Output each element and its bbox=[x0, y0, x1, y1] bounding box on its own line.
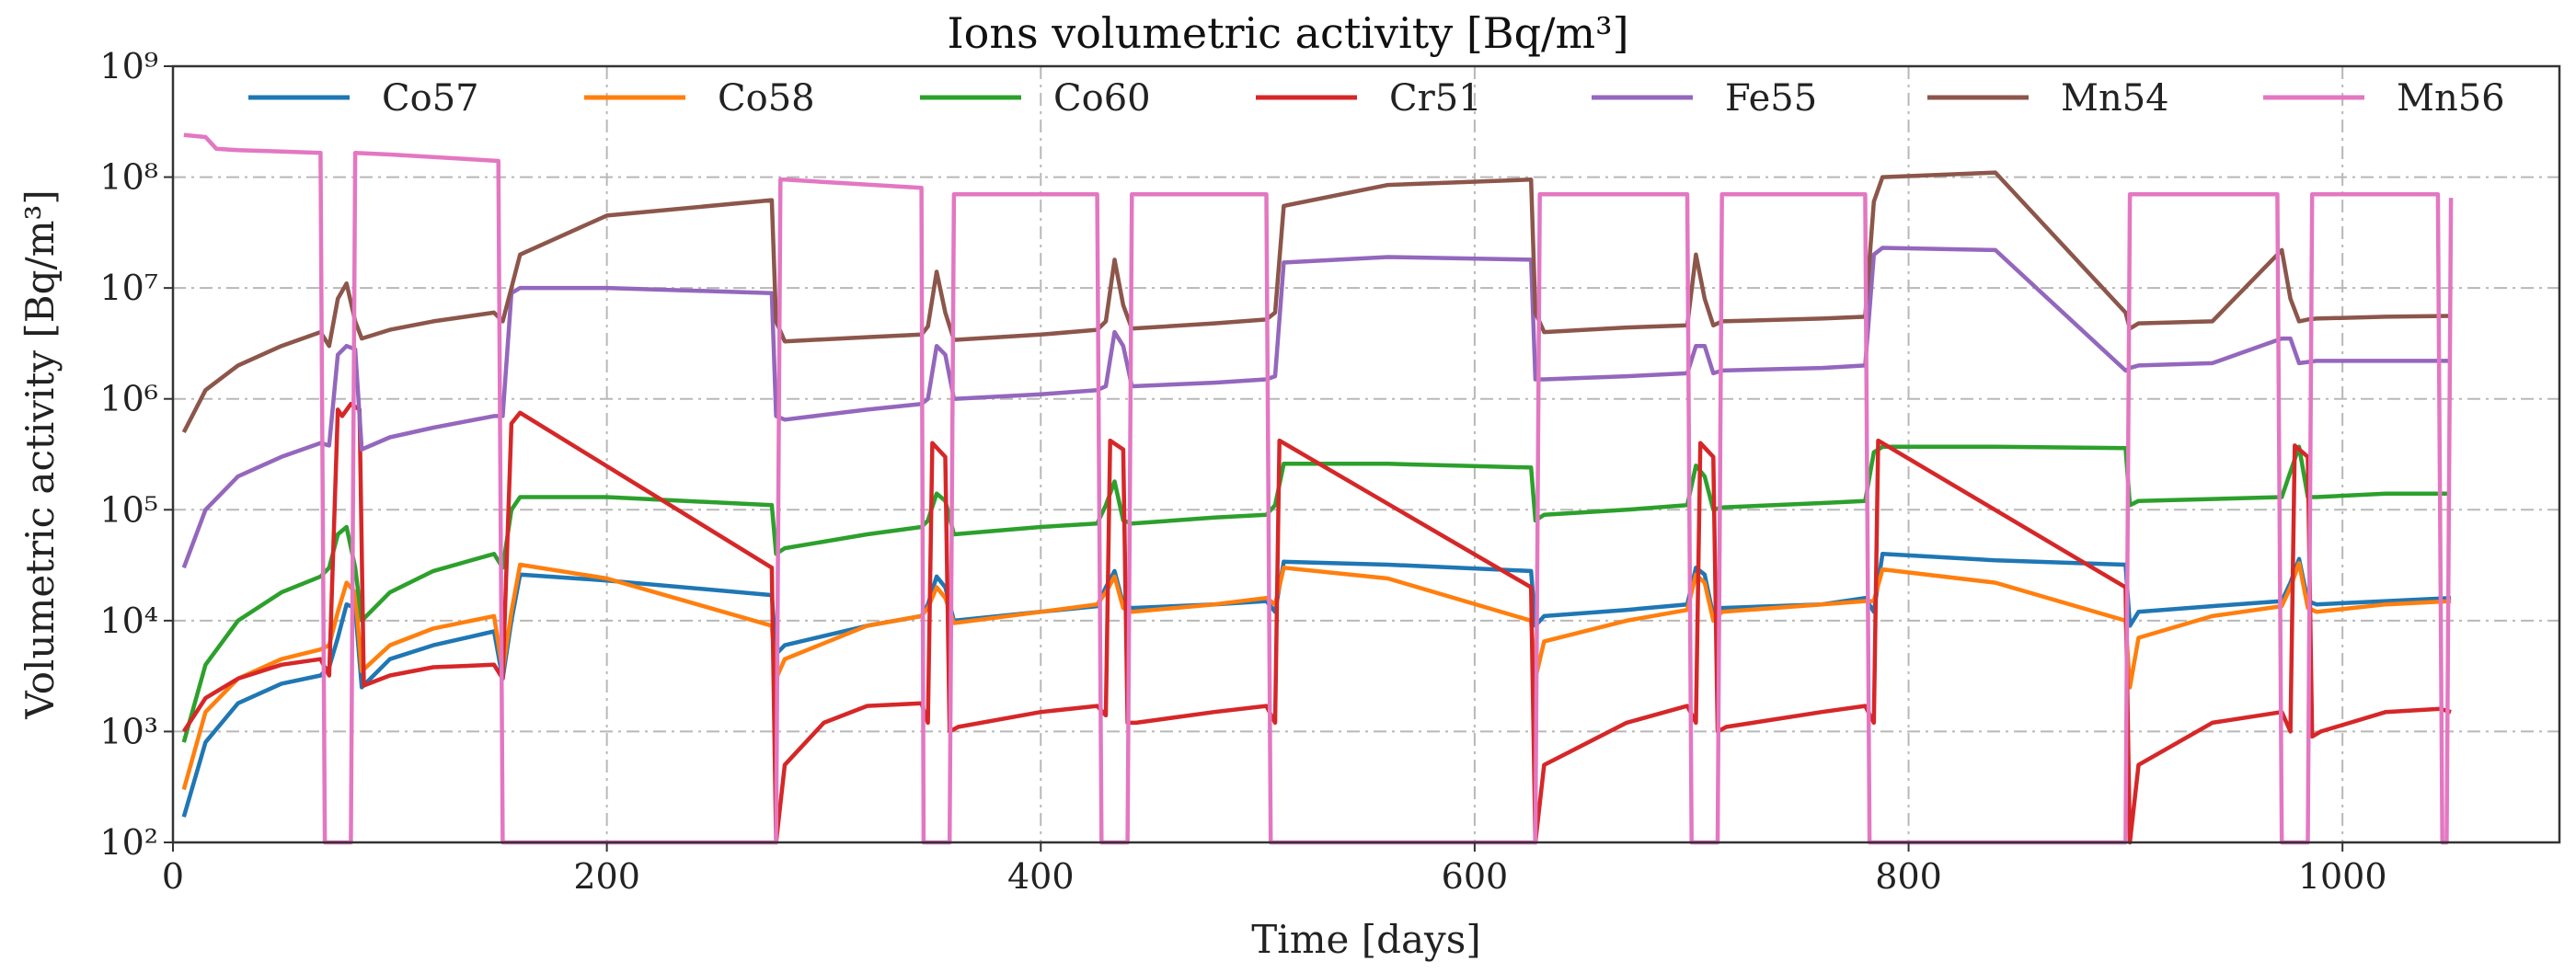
x-axis-label: Time [days] bbox=[1251, 917, 1480, 962]
y-tick-label: 10⁴ bbox=[99, 601, 158, 641]
series-line-mn56 bbox=[184, 135, 2451, 842]
legend-label-cr51: Cr51 bbox=[1389, 77, 1482, 120]
plot-frame bbox=[173, 66, 2559, 842]
y-axis-label: Volumetric activity [Bq/m³] bbox=[17, 189, 63, 720]
y-tick-label: 10⁷ bbox=[99, 268, 158, 308]
legend-label-mn54: Mn54 bbox=[2061, 77, 2169, 120]
y-tick-label: 10⁸ bbox=[99, 157, 158, 198]
y-axis-ticks: 10² 10³ 10⁴ 10⁵ 10⁶ 10⁷ 10⁸ 10⁹ bbox=[99, 46, 173, 863]
x-tick-label: 1000 bbox=[2298, 856, 2387, 897]
x-tick-label: 600 bbox=[1442, 856, 1509, 897]
x-tick-label: 400 bbox=[1007, 856, 1075, 897]
legend-label-co58: Co58 bbox=[718, 77, 815, 120]
x-tick-label: 800 bbox=[1875, 856, 1942, 897]
y-tick-label: 10³ bbox=[99, 711, 158, 751]
legend: Co57 Co58 Co60 Cr51 Fe55 Mn54 Mn56 bbox=[248, 77, 2505, 120]
series-line-cr51 bbox=[184, 404, 2451, 842]
series-line-mn54 bbox=[184, 173, 2451, 432]
series-lines bbox=[184, 135, 2451, 842]
chart-title: Ions volumetric activity [Bq/m³] bbox=[947, 8, 1628, 58]
y-tick-label: 10² bbox=[99, 822, 158, 863]
legend-label-co60: Co60 bbox=[1053, 77, 1151, 120]
series-line-co58 bbox=[184, 563, 2451, 789]
x-tick-label: 0 bbox=[162, 856, 184, 897]
series-line-co57 bbox=[184, 554, 2451, 817]
legend-label-fe55: Fe55 bbox=[1725, 77, 1817, 120]
legend-label-co57: Co57 bbox=[382, 77, 479, 120]
x-tick-label: 200 bbox=[573, 856, 640, 897]
y-tick-label: 10⁵ bbox=[99, 489, 158, 530]
series-line-co60 bbox=[184, 447, 2451, 742]
y-tick-label: 10⁶ bbox=[99, 379, 158, 419]
line-chart: Ions volumetric activity [Bq/m³] 0 200 400… bbox=[0, 0, 2576, 973]
legend-label-mn56: Mn56 bbox=[2397, 77, 2505, 120]
y-tick-label: 10⁹ bbox=[99, 46, 158, 86]
grid bbox=[173, 66, 2559, 842]
x-axis-ticks: 0 200 400 600 800 1000 bbox=[162, 842, 2387, 897]
